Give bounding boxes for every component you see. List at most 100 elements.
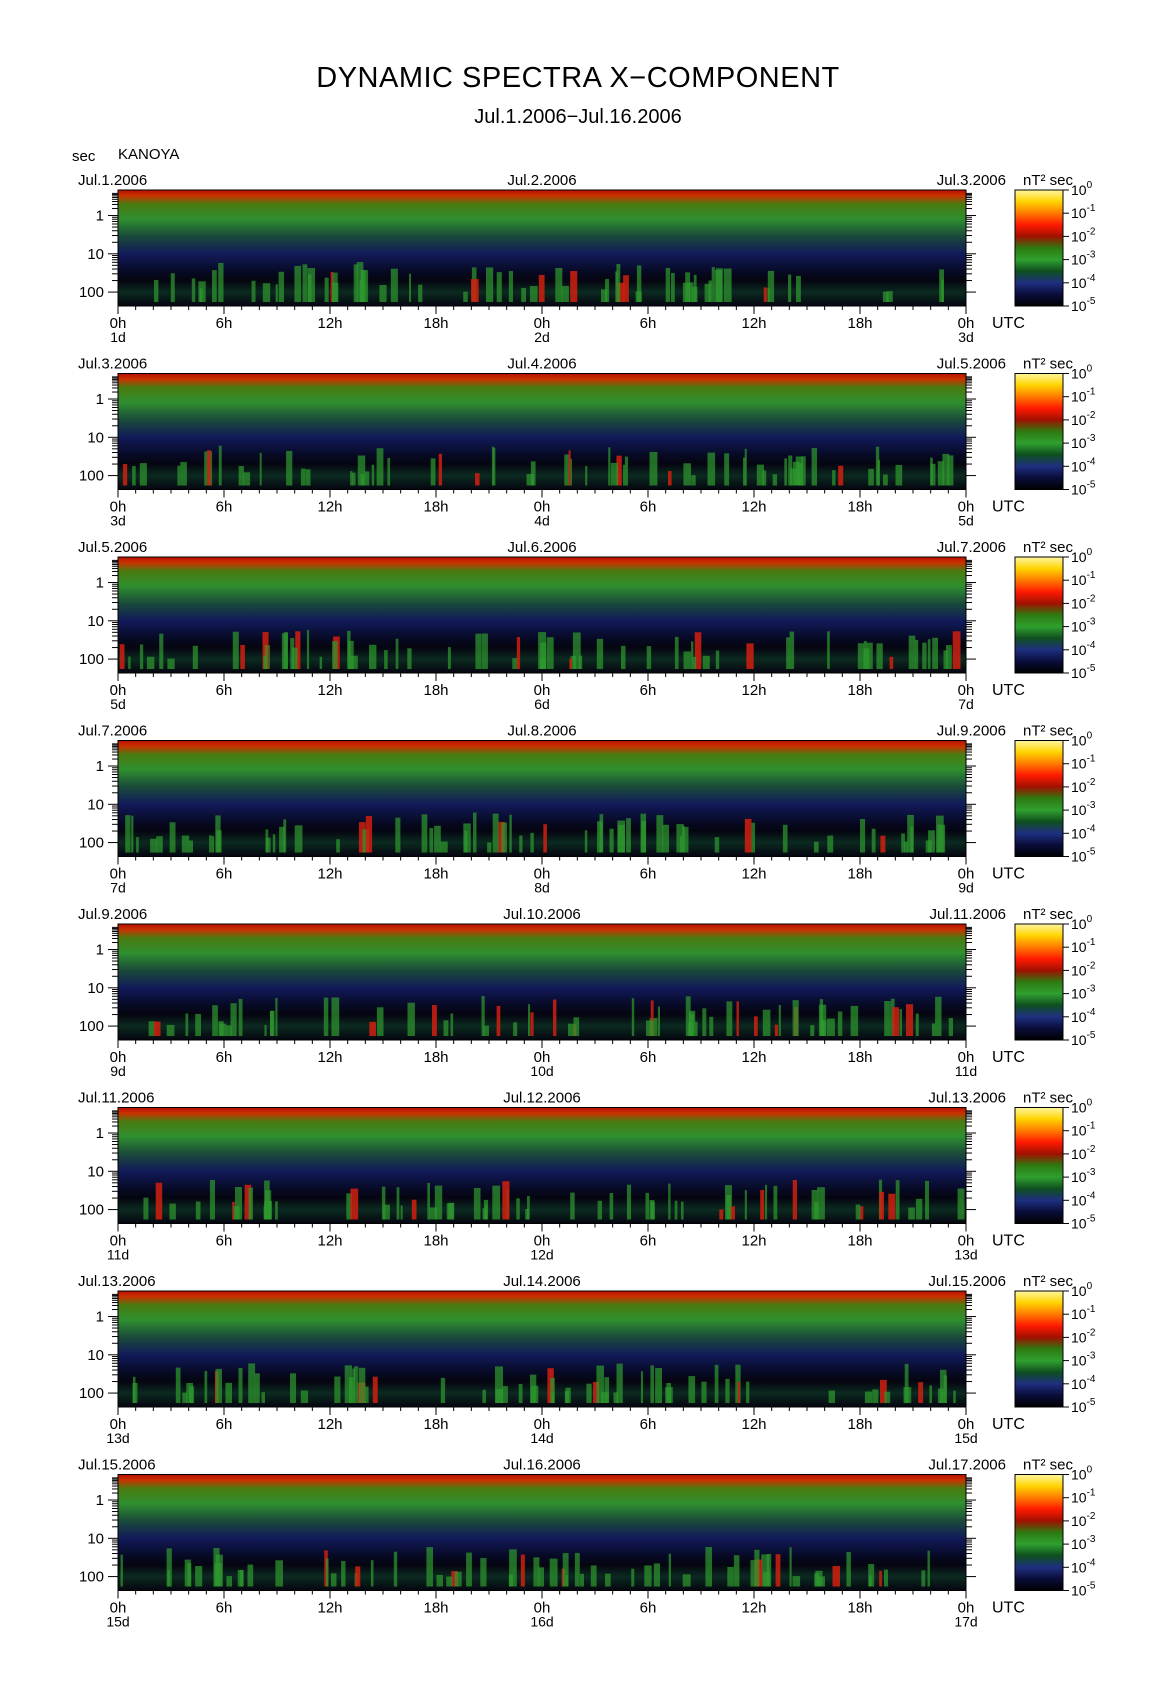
colorbar-exponent: -3	[1087, 800, 1096, 811]
activity-streak	[264, 1180, 270, 1220]
panel-mid-date: Jul.8.2006	[507, 723, 576, 740]
day-label: 5d	[958, 513, 974, 529]
colorbar-unit-label: nT² sec	[1023, 539, 1074, 556]
activity-streak	[605, 279, 610, 302]
colorbar-exponent: -1	[1087, 203, 1096, 214]
activity-streak	[306, 629, 310, 669]
activity-streak	[475, 473, 480, 486]
panel-left-date: Jul.13.2006	[78, 1273, 156, 1290]
activity-streak	[750, 1560, 758, 1587]
x-tick-label: 0h	[534, 315, 551, 332]
activity-streak	[649, 451, 658, 486]
utc-label: UTC	[992, 1600, 1025, 1617]
activity-streak	[761, 1554, 770, 1587]
panel-left-date: Jul.3.2006	[78, 356, 147, 373]
activity-streak	[281, 633, 288, 669]
activity-streak	[679, 836, 683, 853]
activity-streak	[754, 1549, 760, 1587]
activity-streak	[736, 1001, 739, 1036]
colorbar-exponent: -3	[1087, 250, 1096, 261]
activity-streak	[531, 1385, 539, 1403]
activity-streak	[243, 472, 251, 486]
activity-streak	[181, 835, 190, 853]
colorbar-tick-label: 10-5	[1071, 1214, 1096, 1232]
y-tick-label: 10	[87, 1347, 104, 1364]
panel-5: Jul.9.2006 Jul.10.2006 Jul.11.2006 1 10 100 0h…	[78, 906, 1096, 1079]
colorbar-exponent: -4	[1087, 1190, 1096, 1201]
colorbar-tick-label: 100	[1071, 1281, 1093, 1299]
colorbar-exponent: -4	[1087, 273, 1096, 284]
activity-streak	[656, 815, 664, 853]
activity-streak	[701, 1381, 707, 1403]
colorbar-unit-label: nT² sec	[1023, 723, 1074, 740]
day-label: 11d	[107, 1247, 129, 1263]
x-tick-label: 0h	[534, 1049, 551, 1066]
activity-streak	[578, 655, 583, 669]
activity-streak	[530, 832, 534, 853]
x-tick-label: 18h	[847, 499, 872, 516]
y-tick-label: 10	[87, 796, 104, 813]
panel-left-date: Jul.7.2006	[78, 723, 147, 740]
colorbar-tick-label: 10-1	[1071, 937, 1096, 955]
colorbar-tick-label: 10-1	[1071, 1121, 1096, 1139]
activity-streak	[434, 1185, 443, 1220]
activity-streak	[570, 271, 578, 302]
activity-streak	[421, 814, 428, 853]
colorbar-unit-label: nT² sec	[1023, 906, 1074, 923]
activity-streak	[644, 1565, 652, 1587]
colorbar	[1014, 1290, 1064, 1408]
activity-streak	[946, 645, 952, 669]
colorbar-exponent: 0	[1087, 731, 1093, 742]
activity-streak	[300, 1390, 309, 1403]
activity-streak	[767, 270, 775, 302]
activity-streak	[261, 1392, 265, 1403]
x-tick-label: 6h	[640, 682, 657, 699]
colorbar-exponent: -3	[1087, 1534, 1096, 1545]
day-label: 9d	[958, 880, 974, 896]
activity-streak	[744, 818, 752, 853]
colorbar-tick-label: 10-2	[1071, 593, 1096, 611]
activity-streak	[302, 264, 308, 302]
activity-streak	[569, 458, 572, 486]
colorbar-tick-label: 10-4	[1071, 823, 1096, 841]
activity-streak	[871, 828, 876, 853]
x-tick-label: 18h	[423, 1416, 448, 1433]
activity-streak	[513, 1022, 518, 1036]
activity-streak	[903, 1387, 912, 1403]
activity-streak	[279, 826, 285, 853]
activity-streak	[940, 1369, 947, 1403]
activity-streak	[746, 1381, 750, 1403]
activity-streak	[640, 1371, 643, 1403]
panel-7: Jul.13.2006 Jul.14.2006 Jul.15.20061101000…	[78, 1273, 1096, 1446]
colorbar-tick-label: 10-3	[1071, 617, 1096, 635]
activity-streak	[935, 996, 942, 1036]
day-label: 7d	[110, 880, 126, 896]
activity-streak	[666, 1383, 671, 1403]
activity-streak	[350, 1188, 359, 1220]
colorbar-tick-label: 10-1	[1071, 1304, 1096, 1322]
activity-streak	[238, 998, 243, 1036]
activity-streak	[195, 1013, 201, 1036]
colorbar-exponent: 0	[1087, 1465, 1093, 1476]
x-tick-label: 0h	[110, 682, 127, 699]
x-tick-label: 18h	[847, 315, 872, 332]
activity-streak	[332, 641, 338, 669]
activity-streak	[259, 452, 262, 486]
activity-streak	[143, 1197, 149, 1220]
y-tick-label: 10	[87, 613, 104, 630]
activity-streak	[597, 1200, 602, 1220]
colorbar-tick-label: 10-3	[1071, 250, 1096, 268]
activity-streak	[899, 1009, 902, 1036]
activity-streak	[167, 1569, 170, 1587]
activity-streak	[430, 458, 436, 486]
activity-streak	[682, 826, 685, 853]
colorbar-tick-label: 10-2	[1071, 1144, 1096, 1162]
activity-streak	[155, 1182, 163, 1220]
activity-streak	[855, 1204, 861, 1220]
activity-streak	[225, 1382, 232, 1403]
colorbar-exponent: -3	[1087, 1351, 1096, 1362]
activity-streak	[915, 1013, 919, 1036]
day-label: 4d	[534, 513, 550, 529]
colorbar-exponent: -2	[1087, 410, 1096, 421]
